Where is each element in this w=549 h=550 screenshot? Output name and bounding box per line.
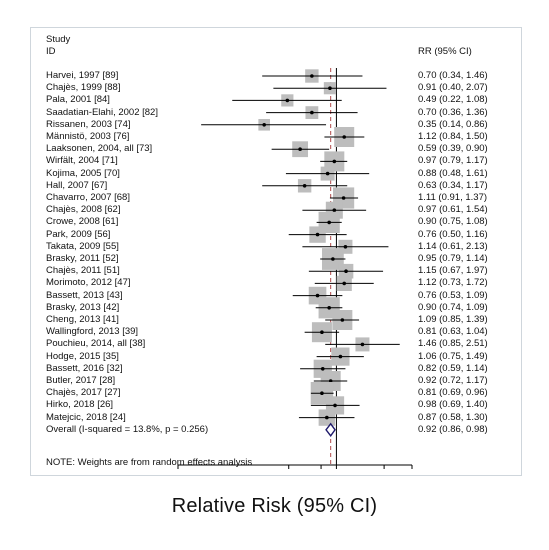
point-estimate bbox=[332, 159, 337, 164]
study-label: Wirfält, 2004 [71] bbox=[46, 155, 118, 167]
study-label: Cheng, 2013 [41] bbox=[46, 314, 119, 325]
ci-text: 0.81 (0.69, 0.96) bbox=[418, 387, 488, 399]
point-estimate bbox=[325, 171, 330, 176]
point-estimate bbox=[342, 281, 347, 286]
ci-text: 1.15 (0.67, 1.97) bbox=[418, 265, 488, 277]
study-label: Chajès, 2008 [62] bbox=[46, 204, 121, 216]
study-label: Crowe, 2008 [61] bbox=[46, 216, 119, 228]
x-axis-title: Relative Risk (95% CI) bbox=[171, 495, 378, 517]
ci-text: 0.97 (0.79, 1.17) bbox=[418, 155, 488, 167]
overall-ci-text: 0.92 (0.86, 0.98) bbox=[418, 423, 488, 435]
ci-text: 0.91 (0.40, 2.07) bbox=[418, 82, 488, 94]
study-label: Butler, 2017 [28] bbox=[46, 375, 116, 386]
point-estimate bbox=[331, 257, 335, 261]
point-estimate bbox=[344, 269, 348, 273]
ci-text: 0.98 (0.69, 1.40) bbox=[418, 399, 488, 411]
ci-text: 0.35 (0.14, 0.86) bbox=[418, 118, 488, 130]
point-estimate bbox=[315, 293, 320, 298]
ci-text: 1.11 (0.91, 1.37) bbox=[418, 192, 488, 203]
point-estimate bbox=[262, 123, 266, 127]
study-label: Hodge, 2015 [35] bbox=[46, 350, 119, 362]
ci-text: 0.92 (0.72, 1.17) bbox=[418, 375, 488, 386]
ci-text: 0.87 (0.58, 1.30) bbox=[418, 411, 488, 423]
ci-text: 1.12 (0.84, 1.50) bbox=[418, 131, 488, 142]
ci-text: 0.90 (0.75, 1.08) bbox=[418, 216, 488, 228]
forest-plot-svg: 0.10.50.8123 bbox=[177, 68, 413, 469]
ci-text: 1.06 (0.75, 1.49) bbox=[418, 350, 488, 362]
ci-text: 0.49 (0.22, 1.08) bbox=[418, 94, 488, 106]
ci-text: 0.59 (0.39, 0.90) bbox=[418, 143, 488, 155]
study-label: Wallingford, 2013 [39] bbox=[46, 326, 139, 338]
ci-text: 0.63 (0.34, 1.17) bbox=[418, 179, 488, 191]
point-estimate bbox=[325, 415, 329, 420]
study-label: Hall, 2007 [67] bbox=[46, 179, 108, 191]
point-estimate bbox=[327, 306, 331, 310]
point-estimate bbox=[328, 379, 333, 383]
overall-label: Overall (I-squared = 13.8%, p = 0.256) bbox=[46, 423, 209, 435]
point-estimate bbox=[341, 196, 346, 200]
study-label: Park, 2009 [56] bbox=[46, 228, 111, 240]
rr-ci-header: RR (95% CI) bbox=[418, 46, 472, 57]
point-estimate bbox=[333, 403, 337, 408]
study-label: Pouchieu, 2014, all [38] bbox=[46, 338, 146, 350]
point-estimate bbox=[342, 135, 347, 139]
point-estimate bbox=[360, 342, 365, 347]
point-estimate bbox=[328, 86, 332, 90]
point-estimate bbox=[338, 354, 343, 359]
ci-text: 1.09 (0.85, 1.39) bbox=[418, 314, 488, 325]
ci-text: 0.70 (0.34, 1.46) bbox=[418, 70, 488, 81]
study-label: Morimoto, 2012 [47] bbox=[46, 277, 131, 289]
study-label: Bassett, 2013 [43] bbox=[46, 289, 123, 301]
point-estimate bbox=[343, 245, 348, 249]
study-header: Study bbox=[46, 34, 71, 45]
study-label: Chajès, 2011 [51] bbox=[46, 265, 120, 277]
ci-text: 1.12 (0.73, 1.72) bbox=[418, 277, 488, 289]
ci-text: 1.46 (0.85, 2.51) bbox=[418, 338, 488, 350]
point-estimate bbox=[332, 208, 337, 212]
study-label: Chavarro, 2007 [68] bbox=[46, 192, 130, 203]
forest-plot-panel: Study ID RR (95% CI) Harvei, 1997 [89] 0.… bbox=[30, 27, 522, 476]
ci-text: 0.90 (0.74, 1.09) bbox=[418, 301, 488, 313]
study-label: Hirko, 2018 [26] bbox=[46, 399, 114, 411]
study-label: Männistö, 2003 [76] bbox=[46, 131, 130, 142]
id-header: ID bbox=[46, 46, 56, 57]
ci-text: 0.76 (0.50, 1.16) bbox=[418, 228, 488, 240]
ci-text: 0.95 (0.79, 1.14) bbox=[418, 253, 488, 264]
ci-text: 0.88 (0.48, 1.61) bbox=[418, 167, 488, 179]
study-label: Chajès, 2017 [27] bbox=[46, 387, 121, 399]
ci-text: 0.81 (0.63, 1.04) bbox=[418, 326, 488, 338]
point-estimate bbox=[320, 391, 324, 396]
point-estimate bbox=[315, 232, 320, 237]
ci-text: 0.76 (0.53, 1.09) bbox=[418, 289, 488, 301]
point-estimate bbox=[302, 184, 307, 188]
point-estimate bbox=[340, 318, 345, 322]
point-estimate bbox=[320, 367, 325, 371]
point-estimate bbox=[320, 330, 324, 335]
point-estimate bbox=[327, 220, 331, 225]
study-label: Bassett, 2016 [32] bbox=[46, 362, 123, 374]
point-estimate bbox=[298, 147, 302, 151]
note-text: NOTE: Weights are from random effects an… bbox=[46, 457, 253, 468]
study-label: Matejcic, 2018 [24] bbox=[46, 411, 126, 423]
study-label: Takata, 2009 [55] bbox=[46, 240, 119, 252]
study-label: Harvei, 1997 [89] bbox=[46, 70, 119, 81]
study-label: Kojima, 2005 [70] bbox=[46, 167, 120, 179]
study-label: Rissanen, 2003 [74] bbox=[46, 118, 131, 130]
study-label: Brasky, 2011 [52] bbox=[46, 253, 119, 264]
study-label: Pala, 2001 [84] bbox=[46, 94, 110, 106]
ci-text: 0.97 (0.61, 1.54) bbox=[418, 204, 488, 216]
point-estimate bbox=[310, 74, 314, 78]
point-estimate bbox=[285, 98, 290, 103]
study-label: Laaksonen, 2004, all [73] bbox=[46, 143, 153, 155]
overall-diamond bbox=[325, 422, 336, 437]
ci-text: 0.70 (0.36, 1.36) bbox=[418, 106, 488, 118]
study-label: Brasky, 2013 [42] bbox=[46, 301, 120, 313]
ci-text: 1.14 (0.61, 2.13) bbox=[418, 240, 488, 252]
point-estimate bbox=[310, 110, 314, 115]
ci-text: 0.82 (0.59, 1.14) bbox=[418, 362, 488, 374]
study-label: Chajès, 1999 [88] bbox=[46, 82, 121, 94]
study-label: Saadatian-Elahi, 2002 [82] bbox=[46, 106, 158, 118]
